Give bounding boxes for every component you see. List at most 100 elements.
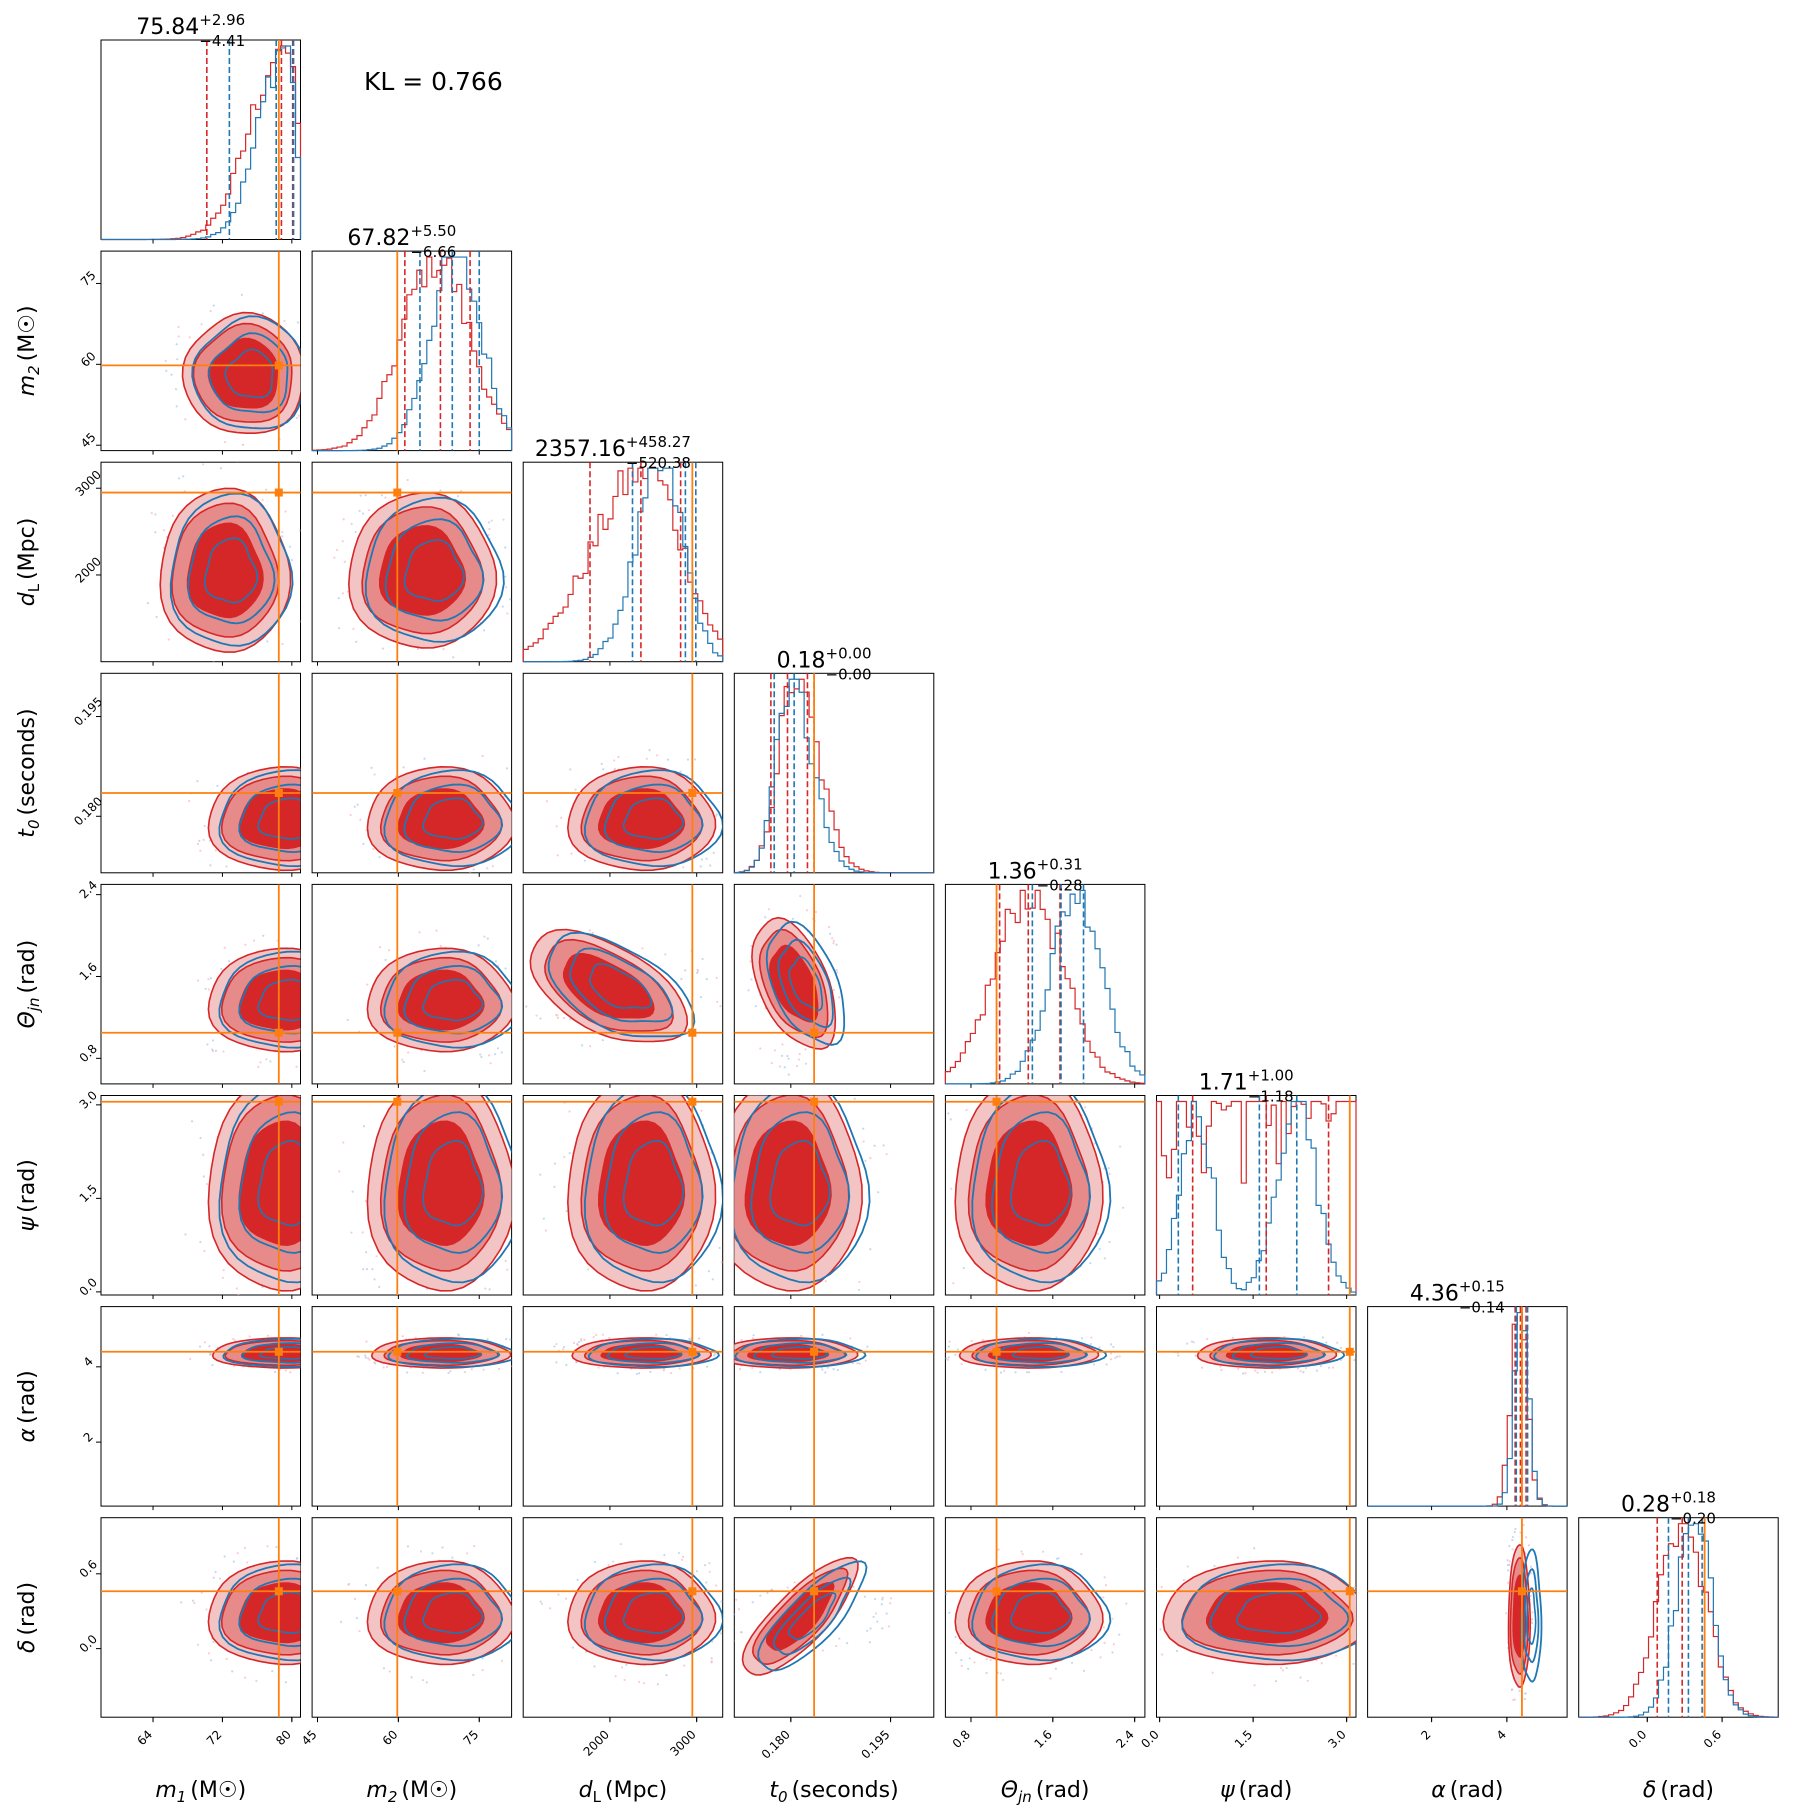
scatter-point xyxy=(441,1546,444,1549)
true-value-marker xyxy=(393,1587,402,1596)
scatter-point xyxy=(1122,1206,1125,1209)
scatter-point xyxy=(204,987,207,990)
scatter-point xyxy=(376,1566,379,1569)
blue-histogram xyxy=(312,256,513,452)
scatter-point xyxy=(1177,1354,1180,1357)
scatter-point xyxy=(477,944,480,947)
scatter-point xyxy=(1002,1369,1006,1372)
scatter-point xyxy=(303,1660,305,1662)
scatter-point xyxy=(600,762,603,765)
true-value-marker xyxy=(688,1347,697,1356)
scatter-point xyxy=(189,1357,192,1361)
scatter-point xyxy=(252,939,256,942)
scatter-point xyxy=(1099,1656,1102,1659)
scatter-point xyxy=(719,1005,722,1008)
panel-2-1 xyxy=(311,461,517,663)
scatter-point xyxy=(613,759,616,762)
true-value-marker xyxy=(393,1028,402,1037)
scatter-point xyxy=(1119,1145,1122,1148)
scatter-point xyxy=(483,935,486,938)
scatter-point xyxy=(666,758,670,761)
scatter-point xyxy=(236,1552,239,1555)
scatter-point xyxy=(707,1270,710,1273)
scatter-point xyxy=(232,1337,235,1341)
scatter-point xyxy=(425,1681,428,1684)
scatter-point xyxy=(362,842,365,845)
red-contour-inner xyxy=(186,522,264,619)
scatter-point xyxy=(681,1555,685,1558)
panel-3-1 xyxy=(311,672,513,874)
scatter-point xyxy=(1507,1581,1510,1585)
diag-title: 4.36+0.15 xyxy=(1410,1278,1505,1307)
scatter-point xyxy=(1032,1303,1034,1305)
blue-contour-outer xyxy=(218,1563,301,1662)
scatter-point xyxy=(306,937,308,939)
scatter-point xyxy=(571,1646,574,1649)
scatter-point xyxy=(371,1268,374,1271)
scatter-point xyxy=(1090,1648,1093,1652)
blue-contour-inner xyxy=(257,797,301,840)
scatter-point xyxy=(959,1642,962,1645)
blue-contour-outer xyxy=(169,492,294,647)
scatter-point xyxy=(233,1339,237,1342)
panel-7-2 xyxy=(522,1517,724,1718)
scatter-point xyxy=(212,1640,215,1644)
blue-contour-outer xyxy=(191,315,301,430)
scatter-point xyxy=(1523,1697,1526,1701)
blue-contour-inner xyxy=(423,1346,482,1360)
scatter-point xyxy=(824,1371,827,1374)
y-axis-label: δ(rad) xyxy=(15,1582,40,1653)
scatter-point xyxy=(759,1371,762,1374)
scatter-point xyxy=(821,1368,824,1371)
scatter-point xyxy=(515,589,517,591)
blue-contour-inner xyxy=(224,348,274,399)
scatter-point xyxy=(699,865,702,868)
scatter-point xyxy=(662,1369,665,1372)
scatter-point xyxy=(778,1065,782,1068)
scatter-point xyxy=(642,1682,646,1685)
scatter-point xyxy=(1220,1369,1223,1372)
scatter-point xyxy=(535,1014,538,1017)
scatter-point xyxy=(635,1372,638,1376)
scatter-point xyxy=(223,440,227,444)
true-value-marker xyxy=(393,1347,402,1356)
blue-contour-outer xyxy=(583,1563,723,1662)
red-contour-inner xyxy=(600,1343,683,1363)
scatter-point xyxy=(641,947,644,950)
scatter-point xyxy=(442,648,445,651)
scatter-point xyxy=(835,943,838,946)
scatter-point xyxy=(669,1371,673,1375)
scatter-point xyxy=(985,1671,988,1675)
scatter-point xyxy=(1093,1142,1096,1145)
scatter-point xyxy=(1089,1262,1092,1265)
scatter-point xyxy=(423,757,426,760)
scatter-point xyxy=(490,519,493,522)
scatter-point xyxy=(221,1276,224,1279)
scatter-point xyxy=(1190,1340,1194,1343)
scatter-point xyxy=(494,1088,496,1090)
scatter-point xyxy=(366,983,369,986)
scatter-point xyxy=(406,1545,410,1548)
scatter-point xyxy=(244,662,246,664)
scatter-point xyxy=(1299,1370,1302,1373)
scatter-point xyxy=(752,1334,755,1337)
scatter-point xyxy=(167,638,170,641)
scatter-point xyxy=(207,1090,209,1092)
diag-title-minus: −0.14 xyxy=(1459,1299,1505,1317)
blue-contour-inner xyxy=(588,962,653,1009)
blue-contour-outer xyxy=(364,496,505,643)
scatter-point xyxy=(1115,1355,1119,1358)
scatter-point xyxy=(212,304,215,307)
scatter-point xyxy=(233,1090,235,1092)
scatter-point xyxy=(838,996,841,999)
scatter-point xyxy=(302,424,304,426)
scatter-point xyxy=(497,1367,501,1371)
red-contour-inner xyxy=(987,1343,1071,1363)
scatter-point xyxy=(174,388,178,391)
scatter-point xyxy=(952,1282,955,1285)
scatter-point xyxy=(416,647,420,650)
blue-contour-outer xyxy=(971,1095,1112,1284)
scatter-point xyxy=(553,1185,556,1188)
scatter-point xyxy=(997,1548,1000,1551)
scatter-point xyxy=(851,1362,855,1365)
